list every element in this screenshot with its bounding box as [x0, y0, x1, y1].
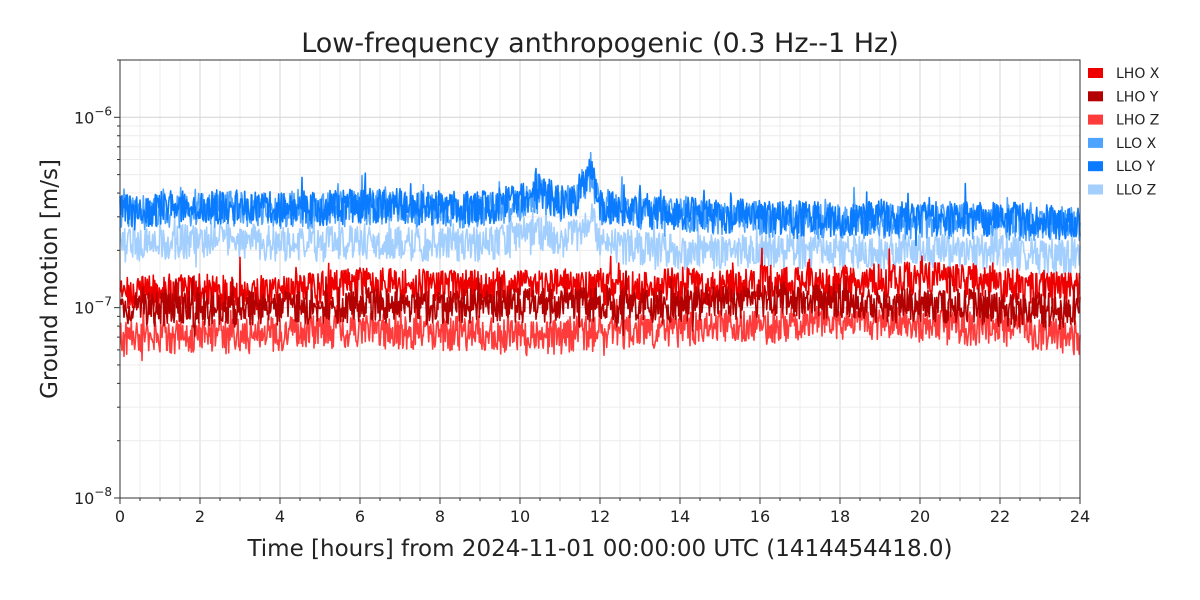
y-tick-label: 10−6 — [74, 104, 112, 127]
legend-label: LHO X — [1116, 66, 1160, 82]
x-axis-label: Time [hours] from 2024-11-01 00:00:00 UT… — [246, 536, 952, 562]
x-tick-label: 4 — [275, 507, 285, 526]
x-tick-label: 16 — [750, 507, 770, 526]
legend-swatch — [1088, 184, 1103, 195]
x-tick-label: 2 — [195, 507, 205, 526]
y-tick-label-exponent: −6 — [94, 104, 112, 118]
y-tick-label-exponent: −8 — [94, 485, 112, 499]
legend-label: LLO X — [1116, 136, 1157, 152]
x-axis-ticks: 0 2 4 6 8 10 12 14 16 18 20 22 24 — [115, 498, 1090, 526]
x-tick-label: 18 — [830, 507, 850, 526]
x-tick-label: 12 — [590, 507, 610, 526]
chart-title: Low-frequency anthropogenic (0.3 Hz--1 H… — [301, 28, 899, 59]
legend-label: LHO Y — [1116, 89, 1159, 105]
legend-label: LHO Z — [1116, 113, 1159, 129]
legend-swatch — [1088, 137, 1103, 148]
legend-label: LLO Y — [1116, 159, 1156, 175]
legend-swatch — [1088, 68, 1103, 78]
legend-swatch — [1088, 161, 1103, 172]
x-tick-label: 22 — [990, 507, 1010, 526]
x-tick-label: 0 — [115, 507, 125, 526]
x-tick-label: 20 — [910, 507, 930, 526]
y-axis-label: Ground motion [m/s] — [37, 159, 63, 399]
series-line-llo-z — [119, 203, 1081, 275]
legend: LHO X LHO Y LHO Z LLO X LLO Y LLO Z — [1088, 66, 1160, 199]
x-tick-label: 8 — [435, 507, 445, 526]
y-tick-label: 10−7 — [74, 295, 112, 318]
y-tick-label-base: 10 — [74, 299, 94, 318]
series-line-lho-y — [119, 270, 1081, 338]
series-lines — [119, 151, 1081, 362]
y-tick-label-base: 10 — [74, 108, 94, 127]
x-tick-label: 6 — [355, 507, 365, 526]
y-tick-label-exponent: −7 — [94, 295, 112, 309]
series-line-llo-y — [119, 158, 1081, 247]
x-tick-label: 10 — [510, 507, 530, 526]
legend-swatch — [1088, 114, 1103, 125]
y-tick-label: 10−8 — [74, 485, 112, 508]
legend-label: LLO Z — [1116, 183, 1156, 199]
y-axis-ticks: 10−810−710−6 — [74, 59, 120, 508]
x-tick-label: 24 — [1070, 507, 1090, 526]
legend-swatch — [1088, 91, 1103, 102]
x-tick-label: 14 — [670, 507, 690, 526]
y-tick-label-base: 10 — [74, 489, 94, 508]
